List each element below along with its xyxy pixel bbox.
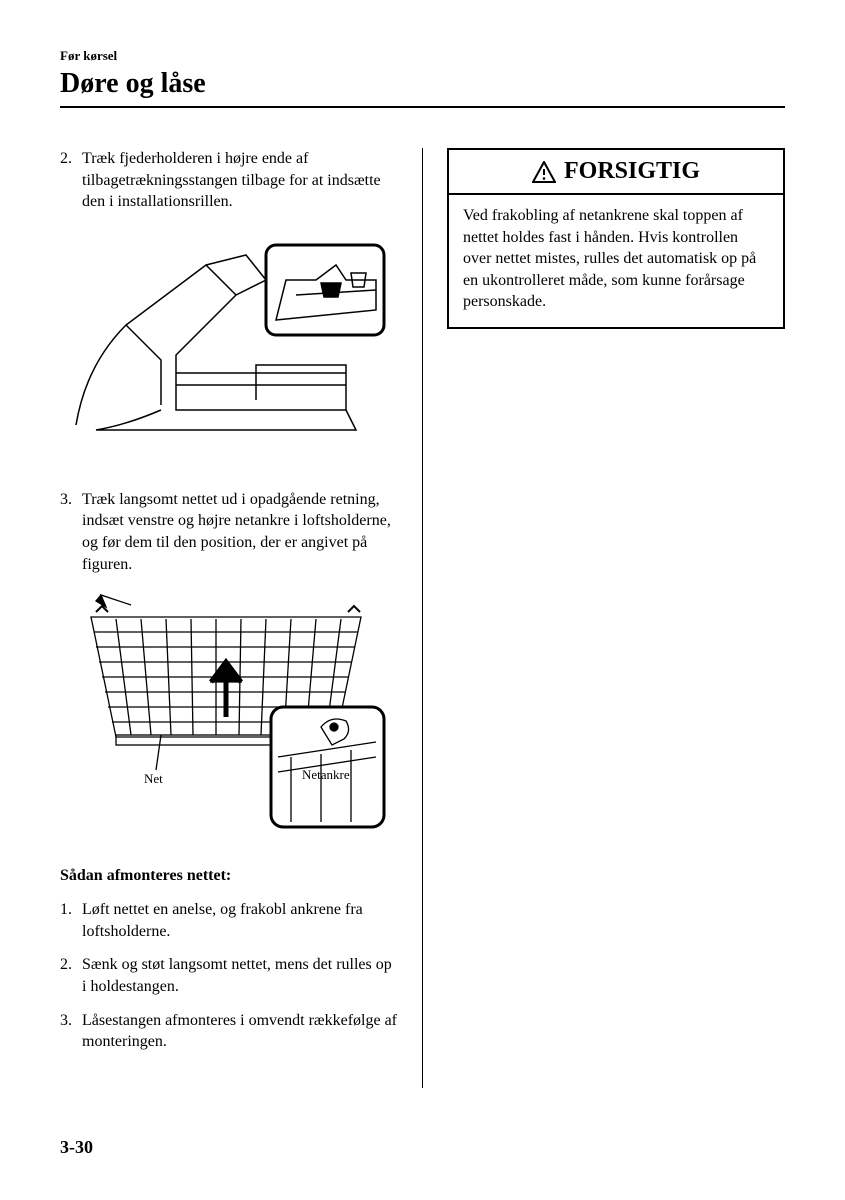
figure-label-net: Net [144,771,163,787]
step-3: 3. Træk langsomt nettet ud i opadgående … [60,489,398,575]
step-number: 3. [60,1010,82,1053]
removal-heading: Sådan afmonteres nettet: [60,867,398,885]
content-columns: 2. Træk fjederholderen i højre ende af t… [60,148,785,1088]
caution-text: Ved frakobling af netankrene skal toppen… [449,195,783,327]
page-number: 3-30 [60,1137,93,1158]
column-divider [422,148,423,1088]
removal-step-3: 3. Låsestangen afmonteres i omvendt rækk… [60,1010,398,1053]
figure-1 [66,225,386,465]
step-number: 2. [60,148,82,213]
figure-label-netankre: Netankre [302,767,350,783]
step-number: 1. [60,899,82,942]
caution-header: FORSIGTIG [449,150,783,195]
caution-box: FORSIGTIG Ved frakobling af netankrene s… [447,148,785,329]
page-header: Før kørsel Døre og låse [60,48,785,108]
step-text: Løft nettet en anelse, og frakobl ankren… [82,899,398,942]
right-column: FORSIGTIG Ved frakobling af netankrene s… [447,148,785,1088]
section-label: Før kørsel [60,48,785,64]
step-number: 2. [60,954,82,997]
step-text: Træk fjederholderen i højre ende af tilb… [82,148,398,213]
left-column: 2. Træk fjederholderen i højre ende af t… [60,148,398,1088]
figure-2: Net Netankre [66,587,386,837]
caution-title: FORSIGTIG [564,158,700,185]
removal-step-1: 1. Løft nettet en anelse, og frakobl ank… [60,899,398,942]
header-rule [60,106,785,108]
step-text: Sænk og støt langsomt nettet, mens det r… [82,954,398,997]
step-text: Låsestangen afmonteres i omvendt rækkefø… [82,1010,398,1053]
warning-icon [532,161,556,183]
step-2: 2. Træk fjederholderen i højre ende af t… [60,148,398,213]
step-number: 3. [60,489,82,575]
step-text: Træk langsomt nettet ud i opadgående ret… [82,489,398,575]
removal-step-2: 2. Sænk og støt langsomt nettet, mens de… [60,954,398,997]
page-title: Døre og låse [60,68,785,100]
